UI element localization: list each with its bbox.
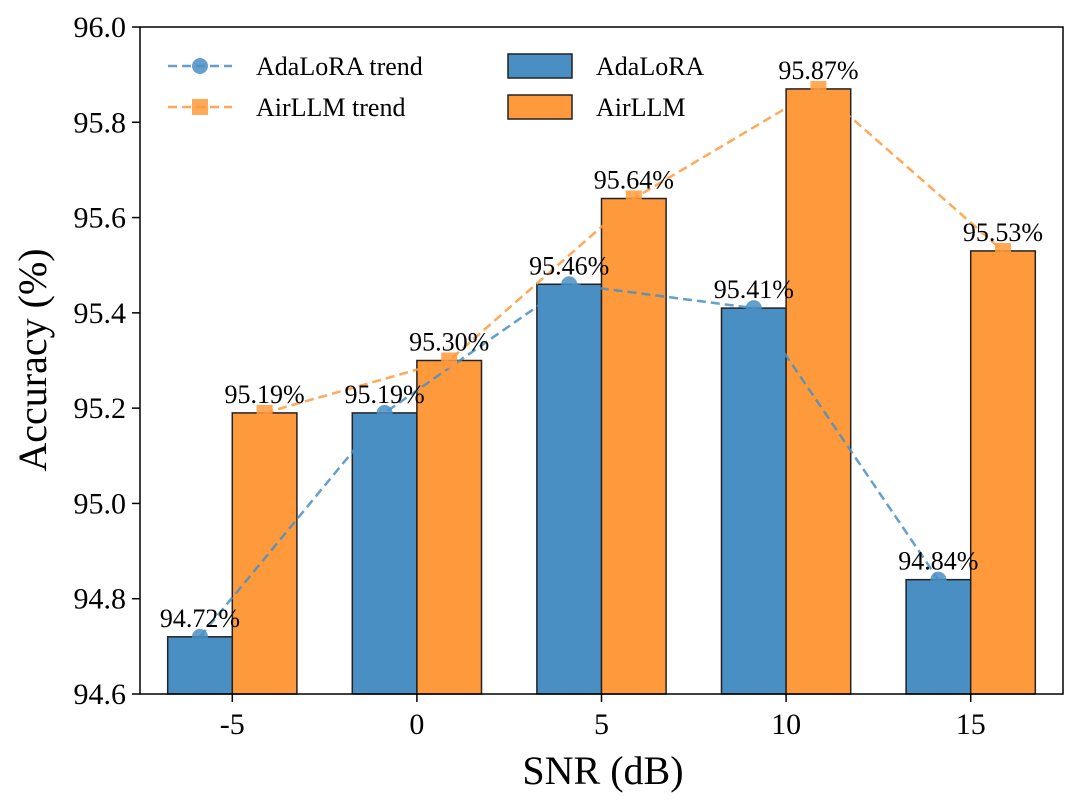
ticks-layer: 94.6 94.8 95.0 95.2 95.4 95.6 95.8 96.0 -5 0 5 10 15 [74,11,986,741]
bar-adalora-10 [720,307,787,695]
legend: AdaLoRA trend AirLLM trend AdaLoRA AirLLM [168,52,705,122]
bars-layer [166,88,1037,695]
trend-layer [191,80,1012,645]
marker-airllm-10 [810,80,827,97]
legend-label: AirLLM [596,93,686,122]
marker-adalora-10 [745,300,762,317]
legend-swatch-airllm [507,94,573,120]
legend-label: AdaLoRA trend [256,52,423,81]
bar-airllm-15 [969,250,1037,695]
marker-airllm-5 [625,190,642,207]
legend-marker-square [192,99,208,115]
y-tick-label: 95.6 [74,202,127,235]
y-tick-label: 95.0 [74,487,127,520]
x-tick-label: -5 [220,708,245,741]
marker-airllm--5 [256,404,273,421]
y-axis-title: Accuracy (%) [10,248,55,471]
marker-adalora-5 [561,276,578,293]
bar-adalora-15 [905,578,972,695]
y-tick-label: 95.4 [74,297,127,330]
x-axis-title: SNR (dB) [522,748,683,793]
x-tick-label: 5 [594,708,609,741]
y-tick-label: 94.6 [74,678,127,711]
data-label-adalora--5: 94.72% [160,604,240,633]
x-tick-label: 0 [409,708,424,741]
y-tick-label: 94.8 [74,583,127,616]
marker-adalora--5 [191,628,208,645]
marker-adalora-15 [930,571,947,588]
data-label-adalora-10: 95.41% [714,275,794,304]
bar-adalora-0 [351,412,418,695]
data-label-airllm-0: 95.30% [409,328,489,357]
legend-label: AirLLM trend [256,93,405,122]
marker-airllm-0 [441,352,458,369]
data-label-airllm-10: 95.87% [778,56,858,85]
x-tick-label: 10 [771,708,801,741]
bar-adalora-5 [536,283,603,695]
data-label-airllm-5: 95.64% [594,166,674,195]
data-labels-layer: 94.72% 95.19% 95.46% 95.41% 94.84% 95.19% 95.3… [160,56,1043,633]
marker-adalora-0 [376,404,393,421]
x-tick-label: 15 [956,708,986,741]
bar-airllm-5 [600,197,667,695]
y-tick-label: 95.8 [74,106,127,139]
bar-airllm-10 [785,88,852,695]
data-label-adalora-15: 94.84% [898,547,978,576]
data-label-airllm--5: 95.19% [225,380,305,409]
bar-airllm--5 [231,412,298,695]
bar-airllm-0 [416,359,483,695]
legend-swatch-adalora [507,53,573,79]
legend-label: AdaLoRA [596,52,705,81]
y-tick-label: 95.2 [74,392,127,425]
y-tick-label: 96.0 [74,11,127,44]
bar-adalora--5 [166,636,234,695]
marker-airllm-15 [995,242,1012,259]
data-label-airllm-15: 95.53% [963,218,1043,247]
data-label-adalora-5: 95.46% [529,251,609,280]
legend-marker-circle [192,58,208,74]
data-label-adalora-0: 95.19% [345,380,425,409]
